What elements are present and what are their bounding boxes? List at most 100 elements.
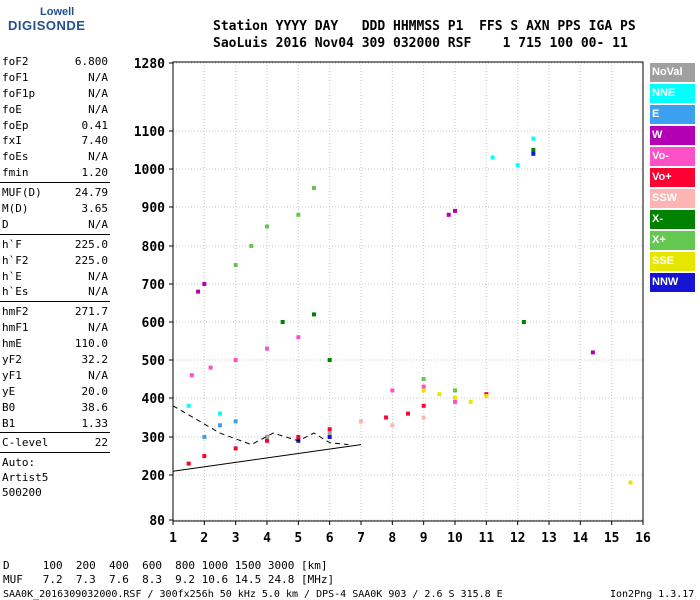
param-row: MUF(D) 24.79 — [0, 185, 110, 201]
autoscale-text: Auto: — [2, 456, 36, 470]
param-row: yF1 N/A — [0, 368, 110, 384]
x-tick-label: 7 — [357, 531, 365, 546]
param-key: C-level — [2, 436, 49, 450]
legend-item-noval: NoVal — [650, 63, 695, 82]
data-point-vo- — [189, 373, 194, 378]
param-value: N/A — [88, 86, 108, 100]
profile-trace-dashed — [172, 405, 349, 446]
param-key: B0 — [2, 400, 16, 414]
param-row: hmE 110.0 — [0, 336, 110, 352]
chart-points — [186, 136, 633, 485]
profile-line — [172, 444, 362, 472]
legend-item-vo-: Vo+ — [650, 168, 695, 187]
param-value: 24.79 — [74, 186, 108, 200]
param-key: hmF2 — [2, 305, 29, 319]
data-point-vo- — [265, 438, 269, 443]
param-row: hmF2 271.7 — [0, 304, 110, 320]
data-point-vo- — [233, 446, 238, 451]
param-value: 22 — [94, 436, 108, 450]
param-value: N/A — [88, 102, 108, 116]
param-row: D N/A — [0, 217, 110, 233]
param-key: hmE — [2, 337, 22, 351]
param-value: 20.0 — [81, 384, 109, 398]
param-key: fmin — [2, 166, 29, 180]
param-row: h`F 225.0 — [0, 237, 110, 253]
data-point-vo- — [296, 435, 301, 439]
data-point-sse — [421, 388, 426, 393]
footer-file-info: SAA0K_2016309032000.RSF / 300fx256h 50 k… — [3, 589, 503, 600]
data-point-vo- — [453, 399, 457, 404]
param-value: 0.41 — [81, 118, 109, 132]
param-value: 3.65 — [81, 202, 109, 216]
param-row: foF1p N/A — [0, 86, 110, 102]
data-point-sse — [437, 392, 442, 397]
param-separator — [0, 452, 110, 454]
param-key: MUF(D) — [2, 186, 42, 200]
data-point-nne — [490, 155, 495, 160]
param-row: foF2 6.800 — [0, 54, 110, 70]
data-point-x- — [531, 148, 536, 152]
data-point-x- — [421, 377, 426, 381]
x-tick-label: 9 — [420, 531, 428, 546]
param-row: C-level 22 — [0, 435, 110, 451]
param-key: h`F2 — [2, 253, 29, 267]
x-tick-label: 15 — [604, 531, 620, 546]
logo-lowell: Lowell — [40, 6, 75, 18]
data-point-vo- — [208, 365, 213, 370]
data-point-w — [446, 212, 451, 217]
param-row: h`Es N/A — [0, 284, 110, 300]
y-tick-label: 1100 — [134, 125, 165, 140]
data-point-nne — [515, 163, 520, 168]
param-key: foF2 — [2, 55, 29, 68]
param-row: yF2 32.2 — [0, 352, 110, 368]
data-point-w — [590, 350, 595, 355]
param-value: N/A — [88, 285, 108, 299]
legend-item-sse: SSE — [650, 252, 695, 271]
plot-frame — [172, 61, 644, 522]
param-key: foEp — [2, 118, 29, 132]
data-point-ssw — [390, 423, 395, 428]
data-point-nne — [531, 136, 536, 141]
param-separator — [0, 301, 110, 303]
data-point-vo- — [296, 335, 301, 340]
param-value: N/A — [88, 150, 108, 164]
y-tick-label: 1000 — [134, 163, 165, 178]
data-point-noval — [327, 431, 332, 436]
y-tick-label: 500 — [142, 354, 166, 369]
header-values: SaoLuis 2016 Nov04 309 032000 RSF 1 715 … — [213, 36, 628, 51]
param-row: fmin 1.20 — [0, 165, 110, 181]
param-value: 271.7 — [74, 305, 108, 319]
data-point-e — [218, 423, 222, 428]
polarization-legend: NoVal NNE E W Vo- Vo+ SSW X- X+ SSE NNW — [650, 63, 695, 294]
legend-item-x-: X+ — [650, 231, 695, 250]
param-value: N/A — [88, 269, 108, 283]
y-tick-label: 300 — [142, 431, 166, 446]
param-value: 225.0 — [74, 253, 108, 267]
data-point-vo- — [406, 411, 410, 416]
x-tick-label: 10 — [447, 531, 463, 546]
data-point-vo- — [390, 388, 395, 393]
chart-traces — [172, 405, 362, 472]
param-key: foE — [2, 102, 22, 116]
data-point-e — [233, 419, 238, 424]
data-point-w — [453, 208, 457, 213]
data-point-x- — [265, 224, 269, 229]
header-labels: Station YYYY DAY DDD HHMMSS P1 FFS S AXN… — [213, 19, 636, 34]
param-value: 32.2 — [81, 353, 109, 367]
param-key: yF1 — [2, 368, 22, 382]
data-point-x- — [312, 312, 316, 317]
data-point-vo- — [202, 454, 207, 458]
data-point-sse — [628, 480, 633, 485]
param-key: yF2 — [2, 353, 22, 367]
param-row: foEp 0.41 — [0, 118, 110, 134]
param-row: M(D) 3.65 — [0, 201, 110, 217]
footer-d-row: D 100 200 400 600 800 1000 1500 3000 [km… — [3, 559, 328, 572]
x-tick-label: 5 — [294, 531, 302, 546]
legend-item-nnw: NNW — [650, 273, 695, 292]
y-tick-label: 800 — [142, 240, 166, 255]
x-tick-label: 4 — [263, 531, 271, 546]
data-point-vo- — [327, 427, 332, 432]
data-point-x- — [312, 186, 316, 190]
data-point-nne — [218, 411, 222, 416]
